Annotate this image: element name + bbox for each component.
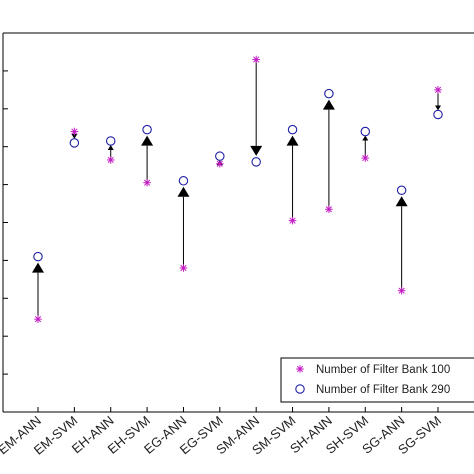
chart-axes	[2, 32, 474, 413]
change-arrow-sm-svm	[286, 135, 299, 221]
change-arrow-sm-ann	[250, 59, 263, 156]
circle-marker	[215, 151, 225, 161]
circle-marker	[433, 109, 443, 120]
asterisk-marker	[179, 264, 188, 272]
circle-marker	[105, 136, 116, 146]
circle-marker	[142, 124, 152, 135]
asterisk-marker	[288, 216, 297, 225]
asterisk-marker	[70, 127, 79, 136]
change-arrow-eg-ann	[177, 186, 190, 268]
asterisk-marker	[434, 86, 442, 94]
asterisk-marker	[296, 365, 304, 373]
circle-marker	[178, 176, 189, 186]
circle-marker	[360, 126, 371, 137]
change-arrows	[32, 59, 441, 320]
circle-marker	[287, 124, 298, 135]
circle-marker	[69, 138, 80, 148]
asterisk-marker	[143, 178, 151, 187]
asterisk-marker	[397, 286, 406, 295]
asterisk-marker	[34, 315, 42, 323]
legend-item: Number of Filter Bank 290	[295, 384, 450, 396]
legend-label: Number of Filter Bank 100	[316, 364, 450, 376]
asterisk-marker	[325, 205, 333, 214]
change-arrow-eh-svm	[141, 135, 154, 183]
change-arrow-em-ann	[32, 262, 44, 320]
circle-marker	[295, 384, 305, 394]
asterisk-marker	[361, 154, 370, 162]
circle-marker	[396, 185, 407, 196]
legend-box	[280, 357, 474, 403]
circle-marker	[251, 157, 261, 167]
chart-markers	[33, 55, 443, 323]
circle-marker	[324, 88, 334, 99]
legend: Number of Filter Bank 100 Number of Filte…	[280, 357, 474, 403]
legend-item: Number of Filter Bank 100	[296, 364, 450, 376]
circle-marker	[33, 251, 43, 262]
asterisk-marker	[216, 159, 224, 168]
change-arrow-sg-ann	[395, 196, 408, 291]
legend-label: Number of Filter Bank 290	[316, 384, 450, 396]
x-tick-labels: EM-ANNEM-SVMEH-ANNEH-SVMEG-ANNEG-SVMSM-A…	[0, 413, 444, 458]
asterisk-marker	[252, 55, 260, 64]
change-arrow-sh-ann	[322, 99, 335, 210]
asterisk-marker	[106, 156, 115, 164]
